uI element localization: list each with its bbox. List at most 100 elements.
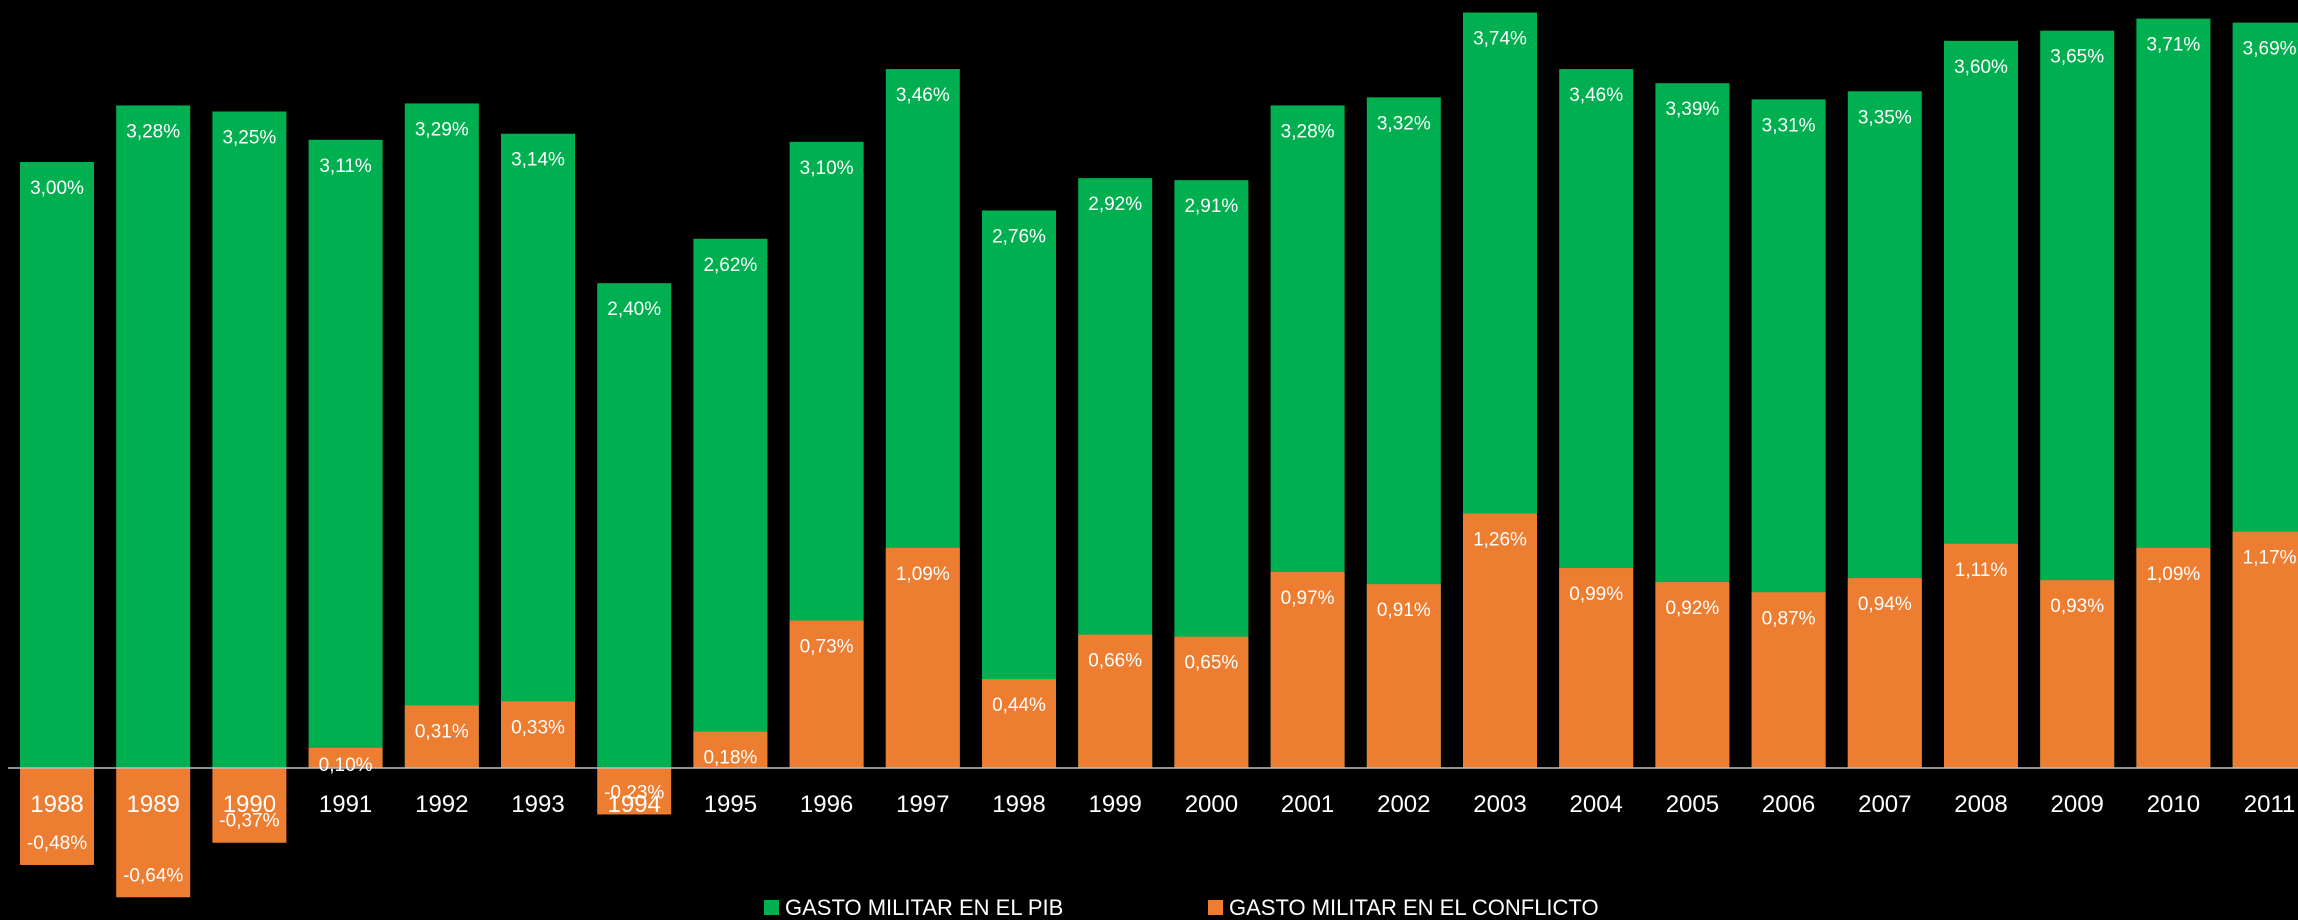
legend-swatch-conflicto <box>1208 900 1223 915</box>
bar-pib-1988 <box>20 162 94 768</box>
bar-conflicto-2000 <box>1174 636 1249 768</box>
data-label-conflicto: 0,91% <box>1377 600 1431 621</box>
bar-conflicto-1999 <box>1078 634 1153 768</box>
x-tick-label: 2011 <box>2244 791 2296 818</box>
data-label-conflicto: 0,92% <box>1665 598 1719 619</box>
bar-conflicto-2002 <box>1366 584 1441 768</box>
bar-conflicto-1997 <box>885 547 960 768</box>
data-labels-pib: 3,00% 3,28% 3,25% 3,11% 3,29% 3,14% 2,40% 2,62%… <box>30 29 2297 321</box>
data-label-conflicto: 1,17% <box>2243 548 2297 569</box>
data-label-conflicto: 0,97% <box>1281 588 1335 609</box>
data-label-pib: 3,14% <box>511 150 565 171</box>
legend-label-pib: GASTO MILITAR EN EL PIB <box>785 895 1063 920</box>
data-label-pib: 3,74% <box>1473 29 1527 50</box>
data-label-conflicto: 0,94% <box>1858 594 1912 615</box>
x-tick-label: 2003 <box>1473 791 1526 818</box>
data-label-pib: 3,69% <box>2243 39 2297 60</box>
data-label-conflicto: 0,99% <box>1569 584 1623 605</box>
data-label-pib: 2,62% <box>703 255 757 276</box>
x-tick-label: 2009 <box>2051 791 2104 818</box>
bar-conflicto-1994 <box>597 768 672 815</box>
data-label-conflicto: 0,44% <box>992 695 1046 716</box>
x-tick-label: 2001 <box>1281 791 1334 818</box>
bar-conflicto-2006 <box>1751 592 1826 768</box>
bar-conflicto-2008 <box>1944 543 2018 768</box>
x-tick-labels: 1988 1989 1990 1991 1992 1993 1994 1995 1996 1997… <box>30 791 2295 818</box>
bar-pib-1990 <box>212 111 287 768</box>
data-label-conflicto: 0,18% <box>703 748 757 769</box>
x-tick-label: 1991 <box>319 791 372 818</box>
data-label-pib: 2,91% <box>1184 196 1238 217</box>
bar-conflicto-1993 <box>501 701 575 768</box>
data-label-pib: 3,39% <box>1665 99 1719 120</box>
data-label-pib: 3,28% <box>126 121 180 142</box>
x-tick-label: 2005 <box>1666 791 1719 818</box>
data-label-pib: 2,92% <box>1088 194 1142 215</box>
bar-conflicto-1992 <box>404 705 479 768</box>
data-label-pib: 2,76% <box>992 226 1046 247</box>
data-label-pib: 3,46% <box>896 85 950 106</box>
bar-pib-1989 <box>116 105 191 768</box>
data-label-pib: 3,46% <box>1569 85 1623 106</box>
data-label-pib: 3,11% <box>319 156 372 177</box>
data-label-pib: 2,40% <box>607 299 661 320</box>
bar-conflicto-1988 <box>20 768 94 865</box>
bar-pib-1991 <box>308 139 383 768</box>
x-tick-label: 2000 <box>1185 791 1238 818</box>
data-label-pib: 3,29% <box>415 119 469 140</box>
bar-conflicto-1990 <box>212 768 287 843</box>
bar-pib-1998 <box>982 210 1056 769</box>
data-label-conflicto: 0,73% <box>800 637 854 658</box>
x-tick-label: 1993 <box>511 791 564 818</box>
bar-conflicto-1998 <box>982 679 1056 768</box>
data-label-pib: 3,71% <box>2146 35 2200 56</box>
x-tick-label: 1988 <box>30 791 83 818</box>
x-tick-label: 2007 <box>1858 791 1911 818</box>
data-label-conflicto: -0,48% <box>27 833 87 854</box>
legend-label-conflicto: GASTO MILITAR EN EL CONFLICTO <box>1229 895 1599 920</box>
bar-pib-1992 <box>404 103 479 769</box>
data-label-conflicto: -0,37% <box>219 811 279 832</box>
data-label-pib: 3,35% <box>1858 107 1912 128</box>
bar-conflicto-2005 <box>1655 582 1730 768</box>
data-label-conflicto: 0,87% <box>1762 608 1816 629</box>
bar-conflicto-2009 <box>2040 580 2115 768</box>
data-label-pib: 3,60% <box>1954 57 2008 78</box>
data-label-pib: 3,65% <box>2050 47 2104 68</box>
data-label-conflicto: 1,26% <box>1473 529 1527 550</box>
data-label-pib: 3,32% <box>1377 113 1431 134</box>
data-label-pib: 3,25% <box>222 128 276 149</box>
data-label-conflicto: -0,23% <box>604 782 664 803</box>
data-label-conflicto: 0,33% <box>511 717 565 738</box>
x-tick-label: 1992 <box>415 791 468 818</box>
bar-conflicto-1996 <box>789 620 864 768</box>
data-label-pib: 3,10% <box>800 158 854 179</box>
bar-conflicto-2001 <box>1270 572 1345 768</box>
data-label-conflicto: 1,11% <box>1955 560 2008 581</box>
data-label-conflicto: 0,31% <box>415 721 469 742</box>
x-tick-label: 2002 <box>1377 791 1430 818</box>
data-label-conflicto: -0,64% <box>123 865 183 886</box>
bar-conflicto-2004 <box>1559 568 1634 768</box>
x-tick-label: 1990 <box>223 791 276 818</box>
x-tick-label: 2010 <box>2147 791 2200 818</box>
x-tick-label: 1997 <box>896 791 949 818</box>
legend: GASTO MILITAR EN EL PIB GASTO MILITAR EN… <box>764 895 1599 920</box>
x-tick-label: 1996 <box>800 791 853 818</box>
bar-conflicto-2011 <box>2232 531 2298 768</box>
data-label-conflicto: 1,09% <box>896 564 950 585</box>
bar-conflicto-2007 <box>1847 578 1922 768</box>
bar-conflicto-1995 <box>693 731 768 768</box>
x-tick-label: 1989 <box>127 791 180 818</box>
x-tick-label: 2008 <box>1954 791 2007 818</box>
x-tick-label: 2006 <box>1762 791 1815 818</box>
data-labels-conflicto: -0,48% -0,64% -0,37% 0,10% 0,31% 0,33% -0,23% 0… <box>27 529 2297 886</box>
bar-conflicto-1989 <box>116 768 191 898</box>
bar-conflicto-1991 <box>308 747 383 768</box>
data-label-conflicto: 0,65% <box>1184 653 1238 674</box>
data-label-conflicto: 0,66% <box>1088 651 1142 672</box>
x-tick-label: 1995 <box>704 791 757 818</box>
bars-gasto-conflicto <box>20 513 2298 898</box>
bar-pib-1993 <box>501 133 575 769</box>
